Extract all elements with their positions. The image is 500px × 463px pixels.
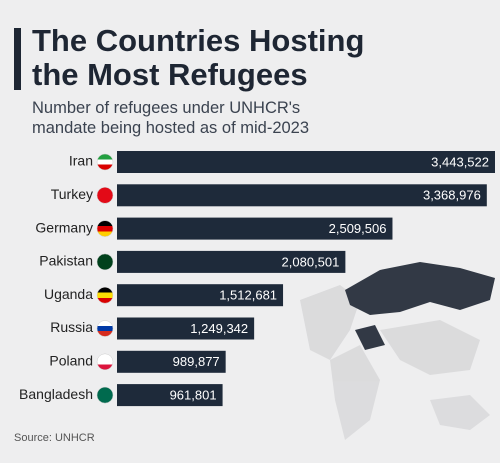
world-map: [300, 262, 495, 440]
value-label: 2,080,501: [282, 254, 340, 269]
bar: [117, 317, 255, 340]
category-label: Poland: [49, 353, 93, 369]
category-label: Bangladesh: [19, 386, 93, 402]
map-highlight: [355, 325, 385, 350]
bar: [117, 151, 495, 173]
flag: [96, 320, 114, 337]
map-land: [330, 345, 380, 440]
value-label: 1,512,681: [219, 288, 277, 303]
bar: [117, 217, 393, 240]
value-label: 989,877: [173, 354, 220, 369]
chart-subtitle: Number of refugees under UNHCR's mandate…: [32, 99, 310, 137]
value-label: 3,443,522: [431, 154, 489, 169]
flag: [96, 353, 114, 371]
flag: [96, 187, 114, 204]
flag: [96, 386, 114, 404]
bar: [117, 184, 487, 207]
category-label: Pakistan: [39, 253, 93, 269]
category-label: Russia: [50, 319, 93, 335]
bar: [117, 350, 226, 373]
flag: [96, 153, 114, 171]
flag: [96, 286, 114, 304]
category-label: Iran: [69, 153, 93, 169]
bar: [117, 384, 223, 407]
bar: [117, 284, 284, 307]
map-land: [430, 395, 490, 430]
map-highlight: [345, 262, 495, 315]
flag: [96, 253, 114, 271]
flag: [96, 220, 114, 237]
category-label: Germany: [35, 219, 93, 235]
map-land: [380, 320, 480, 375]
bar: [117, 250, 346, 273]
category-label: Uganda: [44, 286, 93, 302]
value-label: 1,249,342: [190, 321, 248, 336]
source-note: Source: UNHCR: [14, 432, 95, 444]
category-label: Turkey: [51, 186, 93, 202]
value-label: 2,509,506: [329, 221, 387, 236]
title-accent: [14, 28, 21, 90]
map-land: [300, 285, 360, 360]
value-label: 3,368,976: [423, 188, 481, 203]
chart-title: The Countries Hosting the Most Refugees: [32, 23, 365, 92]
value-label: 961,801: [170, 388, 217, 403]
